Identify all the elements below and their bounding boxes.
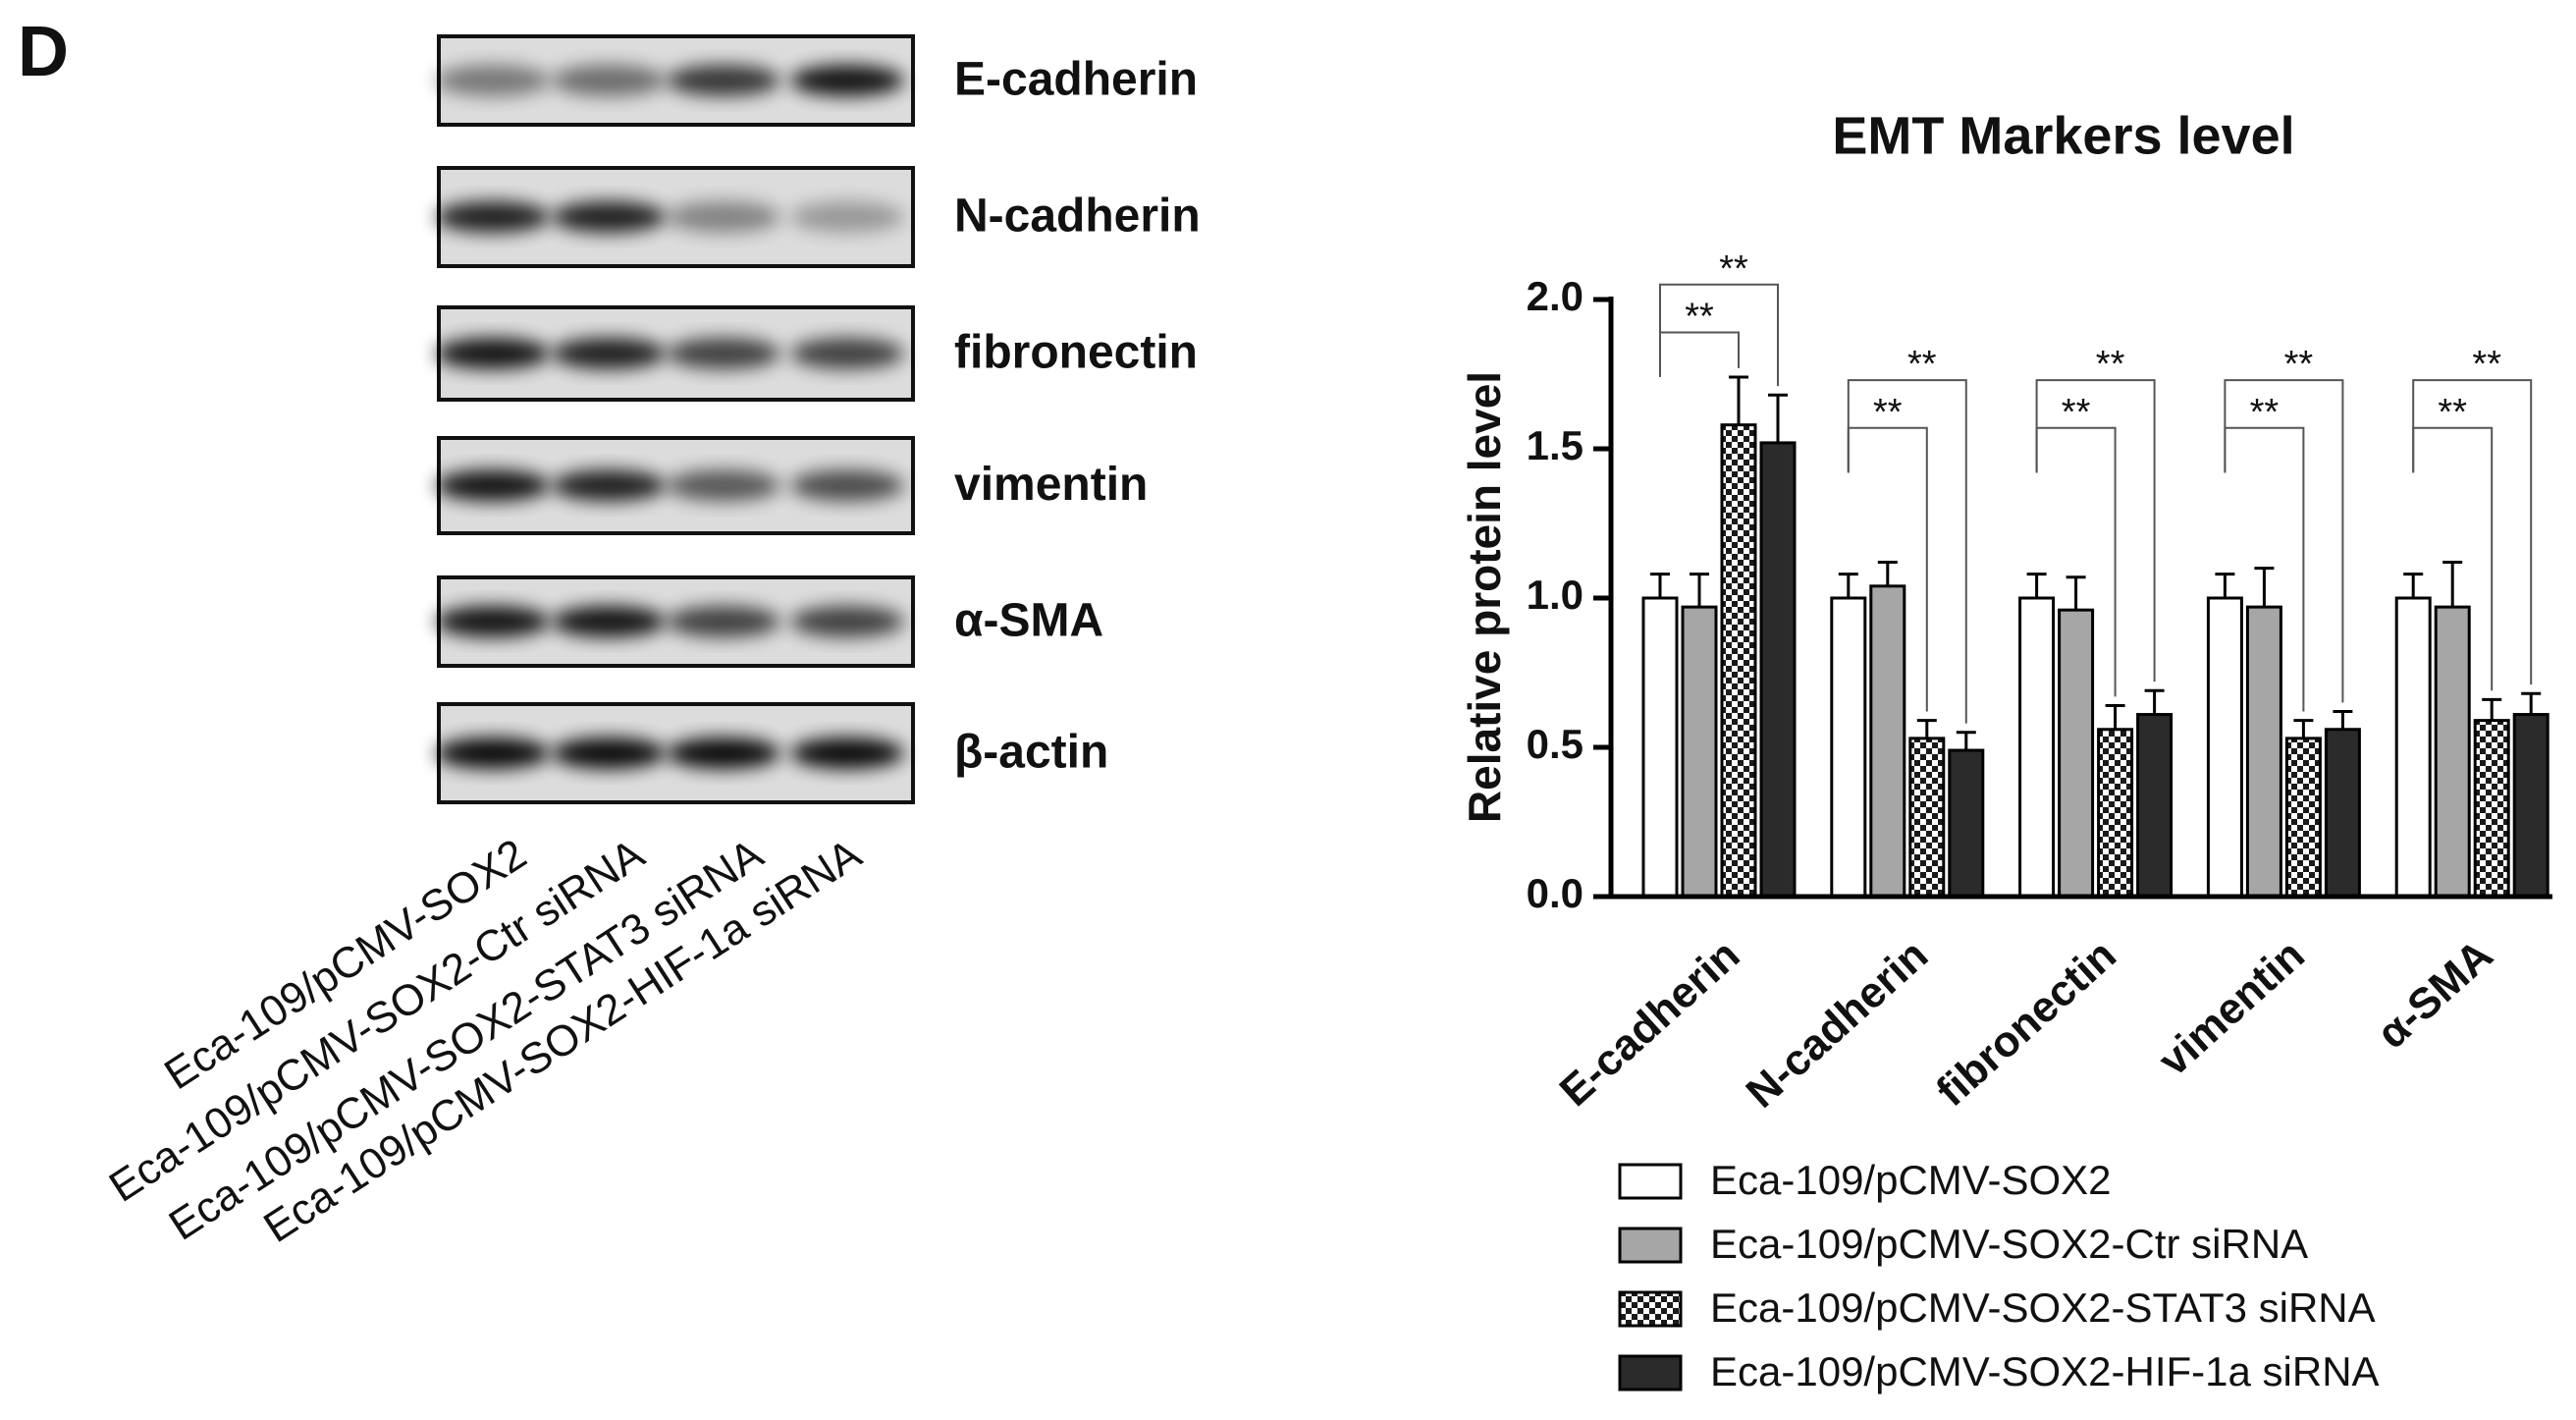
blot-band [790, 338, 904, 369]
blot-row-label: vimentin [954, 459, 1148, 511]
bar [2136, 713, 2174, 899]
bar [1681, 605, 1718, 899]
significance-label: ** [1685, 296, 1714, 337]
legend-label: Eca-109/pCMV-SOX2-STAT3 siRNA [1710, 1284, 2376, 1331]
x-tick-label: fibronectin [1927, 931, 2125, 1117]
bar [2473, 719, 2510, 899]
blot-band [436, 201, 550, 233]
bar [1948, 748, 1985, 899]
blot-band [436, 469, 550, 502]
y-tick-label: 2.0 [1527, 273, 1583, 319]
blot-band [436, 606, 550, 637]
x-tick-label: E-cadherin [1551, 931, 1749, 1117]
blot-band [667, 201, 780, 233]
significance-label: ** [1907, 344, 1937, 385]
y-axis-label: Relative protein level [1459, 371, 1510, 823]
blot-band [552, 338, 666, 369]
significance-label: ** [1873, 392, 1903, 433]
blot-band [667, 606, 780, 637]
bar [1641, 596, 1679, 899]
bar [1720, 423, 1757, 899]
blot-row-label: β-actin [954, 727, 1108, 779]
x-tick-label: N-cadherin [1738, 931, 1938, 1118]
legend-swatch [1618, 1163, 1683, 1200]
significance-label: ** [2472, 344, 2501, 385]
blot-band [552, 606, 666, 637]
legend-label: Eca-109/pCMV-SOX2 [1710, 1157, 2112, 1203]
significance-label: ** [2284, 344, 2314, 385]
legend-label: Eca-109/pCMV-SOX2-HIF-1a siRNA [1710, 1348, 2380, 1394]
legend-swatch [1618, 1227, 1683, 1264]
blot-band [790, 606, 904, 637]
bar [2512, 713, 2549, 899]
significance-bracket [2035, 379, 2156, 683]
legend-label: Eca-109/pCMV-SOX2-Ctr siRNA [1710, 1221, 2308, 1267]
significance-label: ** [2250, 392, 2280, 433]
blot-band [790, 469, 904, 502]
significance-label: ** [1719, 248, 1748, 290]
blot-band [552, 469, 666, 502]
blot-band [667, 469, 780, 502]
blot-band [552, 737, 666, 769]
significance-label: ** [2062, 392, 2091, 433]
blot-row-label: α-SMA [954, 595, 1103, 647]
blot-band [436, 737, 550, 769]
blot-row-label: N-cadherin [954, 191, 1201, 243]
bar [2284, 737, 2322, 899]
y-tick-label: 0.5 [1527, 721, 1583, 767]
blot-band [667, 338, 780, 369]
blot-row-label: E-cadherin [954, 54, 1198, 106]
bar [2434, 605, 2471, 899]
significance-bracket [2224, 379, 2344, 703]
blot-band [436, 65, 550, 96]
significance-label: ** [2438, 392, 2467, 433]
y-tick-label: 0.0 [1527, 870, 1583, 916]
bar [2324, 728, 2361, 899]
blot-band [790, 201, 904, 233]
blot-band [552, 201, 666, 233]
bar [1830, 596, 1867, 899]
panel-label: D [18, 13, 69, 91]
bar [1759, 441, 1797, 899]
y-tick-label: 1.5 [1527, 422, 1583, 468]
bar [1869, 584, 1906, 899]
significance-bracket [1847, 379, 1967, 724]
bar [2394, 596, 2432, 899]
y-tick-label: 1.0 [1527, 572, 1583, 618]
legend-swatch [1618, 1354, 1683, 1392]
blot-band [436, 338, 550, 369]
significance-bracket [1659, 331, 1740, 378]
blot-band [667, 65, 780, 96]
blot-band [790, 737, 904, 769]
significance-bracket [2412, 379, 2533, 685]
bar [2206, 596, 2243, 899]
significance-label: ** [2096, 344, 2125, 385]
bar [2058, 608, 2095, 899]
legend-swatch [1618, 1290, 1683, 1328]
bar [2018, 596, 2056, 899]
bar [1908, 737, 1946, 899]
blot-band [790, 65, 904, 96]
blot-row-label: fibronectin [954, 327, 1198, 379]
x-tick-label: α-SMA [2368, 931, 2501, 1059]
significance-bracket [1659, 283, 1779, 387]
chart-title: EMT Markers level [1832, 106, 2294, 165]
blot-band [552, 65, 666, 96]
bar [2245, 605, 2282, 899]
bar [2097, 728, 2134, 899]
blot-band [667, 737, 780, 769]
x-tick-label: vimentin [2150, 931, 2314, 1085]
